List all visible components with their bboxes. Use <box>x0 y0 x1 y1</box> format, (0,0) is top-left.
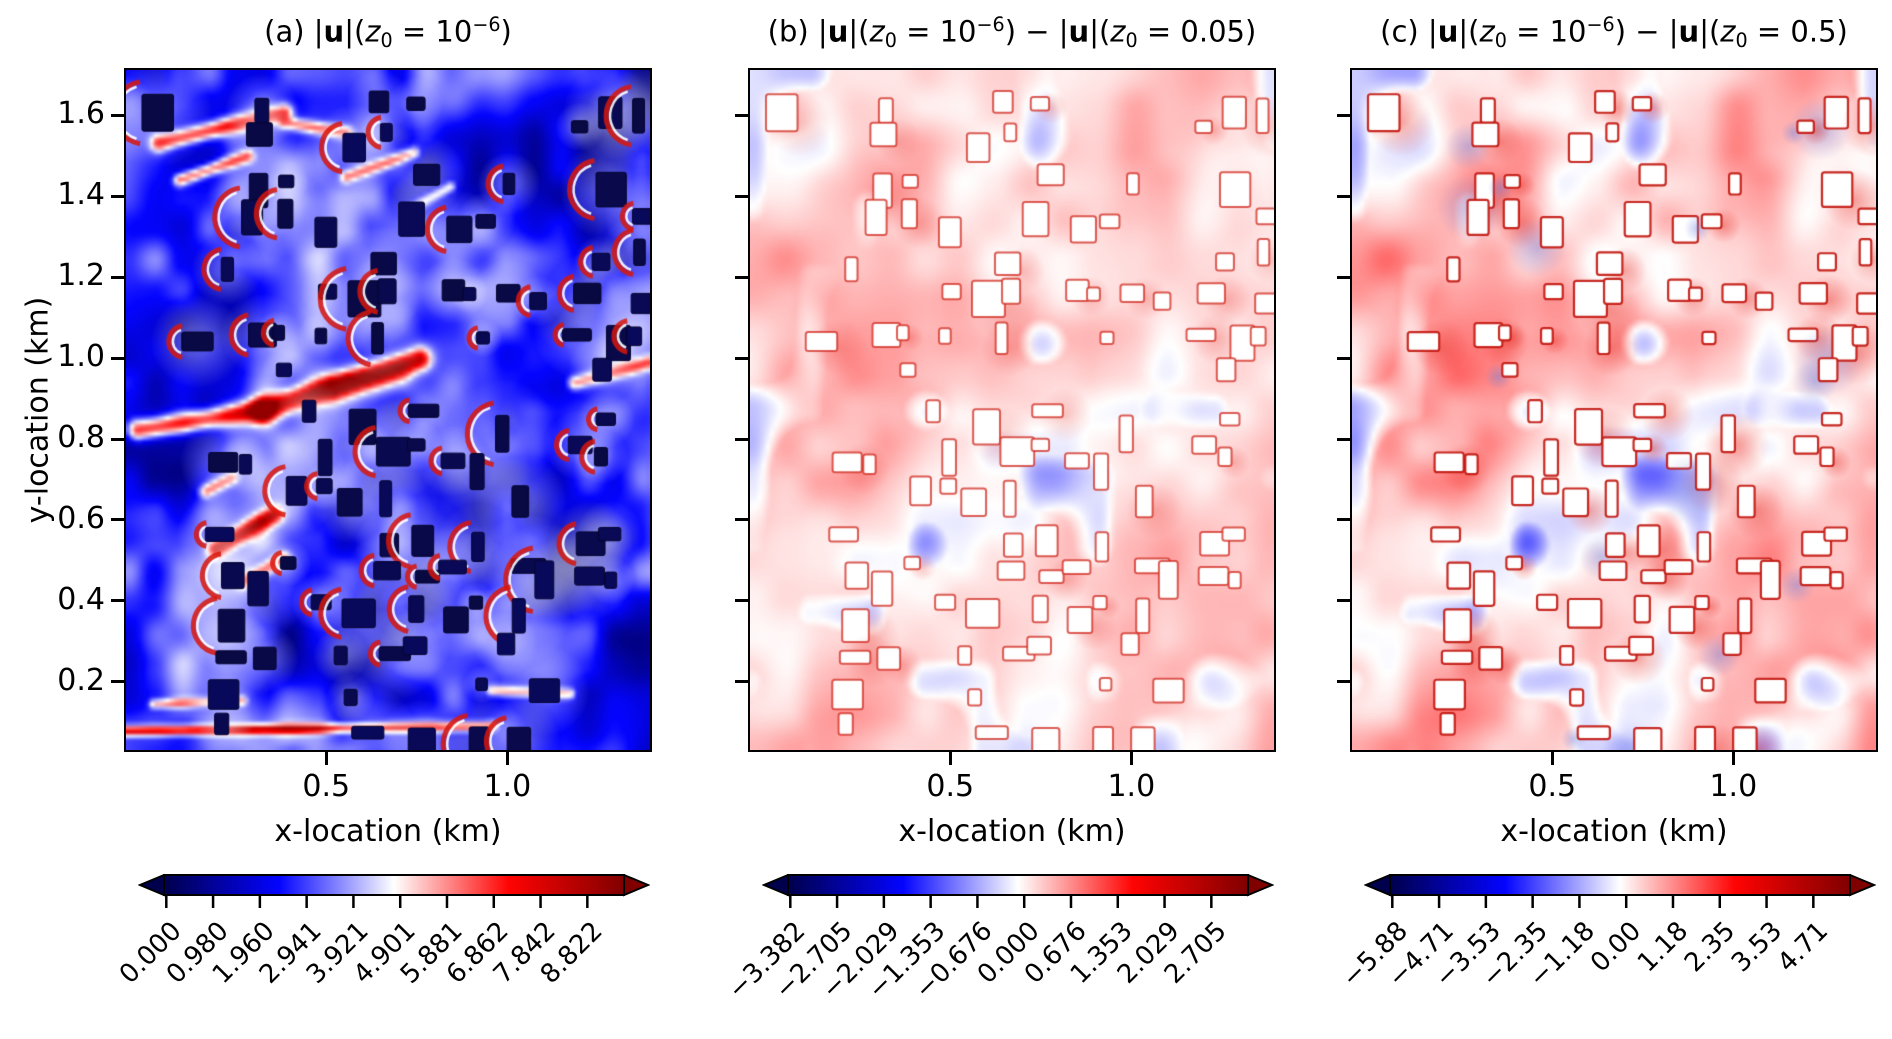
panel-a-ytick-mark <box>111 599 124 603</box>
panel-a-ytick-label: 1.0 <box>57 339 105 375</box>
panel-a-xtick-label: 1.0 <box>483 769 532 804</box>
colorbar-c-tick-label: 4.71 <box>1772 916 1835 979</box>
panel-b-colorbar-svg <box>761 873 1275 908</box>
panel-a-ytick-mark <box>111 437 124 441</box>
panel-c-ytick-mark <box>1337 275 1350 279</box>
panel-a-ytick-label: 0.8 <box>57 420 105 456</box>
panel-c-xaxis-label: x-location (km) <box>1500 814 1728 849</box>
panel-a-ytick-mark <box>111 356 124 360</box>
panel-c-ytick-mark <box>1337 437 1350 441</box>
panel-a-heatmap-canvas <box>126 70 650 750</box>
panel-b-ytick-mark <box>735 680 748 684</box>
panel-b-xaxis-label: x-location (km) <box>898 814 1126 849</box>
panel-a-plot-frame <box>124 68 652 752</box>
panel-c-colorbar-svg <box>1363 873 1877 908</box>
panel-a-ytick-mark <box>111 680 124 684</box>
panel-a-ytick-label: 0.6 <box>57 500 105 536</box>
panel-b-ytick-mark <box>735 437 748 441</box>
panel-a-ytick-label: 0.4 <box>57 581 105 617</box>
panel-a-xaxis-label: x-location (km) <box>274 814 502 849</box>
panel-c-plot-frame <box>1350 68 1878 752</box>
colorbar-c-tick-label: 0.00 <box>1585 916 1648 979</box>
panel-a-xtick-label: 0.5 <box>302 769 351 804</box>
panel-b-title: (b) |u|(z0 = 10−6) − |u|(z0 = 0.05) <box>767 13 1257 52</box>
panel-b-plot-frame <box>748 68 1276 752</box>
panel-c-ytick-mark <box>1337 680 1350 684</box>
panel-c-colorbar: −5.88 −4.71 −3.53 −2.35 −1.18 0.00 1.18 2.35 3.5… <box>1336 873 1877 1034</box>
panel-c-xtick-label: 0.5 <box>1528 769 1577 804</box>
panel-c-ytick-mark <box>1337 599 1350 603</box>
panel-b-ytick-mark <box>735 356 748 360</box>
panel-b-ytick-mark <box>735 275 748 279</box>
panel-c-xtick-mark <box>1550 752 1554 765</box>
panel-a-ytick-mark <box>111 275 124 279</box>
panel-c-ytick-mark <box>1337 518 1350 522</box>
panel-b-ytick-mark <box>735 518 748 522</box>
panel-a-colorbar: 0.000 0.980 1.960 2.941 3.921 4.901 5.881 6.862… <box>114 873 651 1034</box>
panel-c-ytick-mark <box>1337 113 1350 117</box>
panel-a-ytick-mark <box>111 518 124 522</box>
panel-a-ytick-label: 1.2 <box>57 258 105 294</box>
panel-b-ytick-mark <box>735 113 748 117</box>
panel-b-xtick-mark <box>948 752 952 765</box>
panel-c-xtick-label: 1.0 <box>1709 769 1758 804</box>
panel-b-heatmap-canvas <box>750 70 1274 750</box>
panel-b-xtick-label: 1.0 <box>1107 769 1156 804</box>
panel-a-ytick-label: 1.6 <box>57 96 105 132</box>
panel-b-ytick-mark <box>735 599 748 603</box>
panel-c-heatmap-canvas <box>1352 70 1876 750</box>
panel-c-title: (c) |u|(z0 = 10−6) − |u|(z0 = 0.5) <box>1380 13 1848 52</box>
colorbar-c-tick-label: 2.35 <box>1678 916 1741 979</box>
panel-a-ytick-mark <box>111 194 124 198</box>
panel-b-colorbar: −3.382 −2.705 −2.029 −1.353 −0.676 0.000 0.676… <box>722 873 1275 1034</box>
panel-c-ytick-mark <box>1337 194 1350 198</box>
panel-c-ytick-mark <box>1337 356 1350 360</box>
panel-a-xtick-mark <box>505 752 509 765</box>
panel-b-xtick-mark <box>1129 752 1133 765</box>
panel-a-ytick-label: 1.4 <box>57 177 105 213</box>
panel-a-xtick-mark <box>324 752 328 765</box>
colorbar-c-tick-label: 3.53 <box>1725 916 1788 979</box>
colorbar-c-tick-label: 1.18 <box>1632 916 1695 979</box>
panel-b-ytick-mark <box>735 194 748 198</box>
panel-c-xtick-mark <box>1731 752 1735 765</box>
panel-a-ytick-label: 0.2 <box>57 662 105 698</box>
panel-a-yaxis-label: y-location (km) <box>20 296 56 524</box>
panel-a-colorbar-svg <box>137 873 651 908</box>
panel-b-xtick-label: 0.5 <box>926 769 975 804</box>
panel-a-ytick-mark <box>111 113 124 117</box>
panel-a-title: (a) |u|(z0 = 10−6) <box>264 13 512 52</box>
